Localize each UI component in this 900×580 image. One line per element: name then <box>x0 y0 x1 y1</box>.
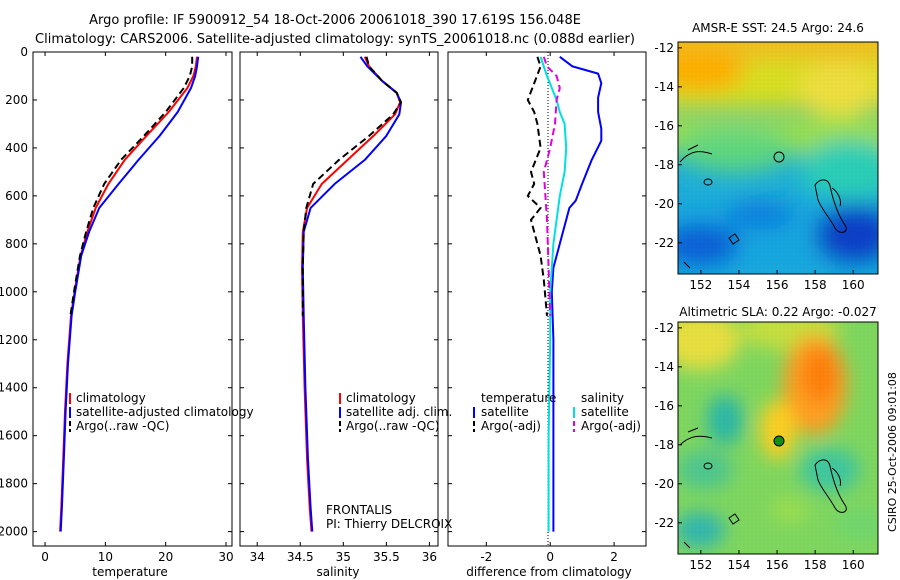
figure-title-line2: Climatology: CARS2006. Satellite-adjuste… <box>35 32 635 47</box>
map-x-tick-label: 158 <box>804 278 827 292</box>
legend-group-title-salinity: salinity <box>581 391 624 405</box>
map-x-tick-label: 154 <box>727 558 750 572</box>
salinity-panel <box>239 51 439 547</box>
map-y-tick-label: -22 <box>654 516 674 530</box>
map-x-tick-label: 160 <box>842 278 865 292</box>
legend-label-argo: Argo(..raw -QC) <box>76 419 169 433</box>
map-y-tick-label: -20 <box>654 477 674 491</box>
x-tick-label: 36 <box>422 550 437 564</box>
sla-heatmap <box>678 322 878 554</box>
legend-label-temp-satellite: satellite <box>481 405 529 419</box>
y-tick-label: 1200 <box>0 333 28 347</box>
y-tick-label: 1400 <box>0 381 28 395</box>
legend-label-temp-argo: Argo(-adj) <box>481 419 541 433</box>
coastline-contour <box>679 427 847 549</box>
map-x-tick-label: 160 <box>842 558 865 572</box>
series-line-temperature-satellite <box>550 56 603 532</box>
series-line-salinity-satellite <box>539 56 568 532</box>
y-tick-label: 0 <box>20 45 28 59</box>
map-x-tick-label: 156 <box>766 558 789 572</box>
y-tick-label: 1000 <box>0 285 28 299</box>
difference-legend: temperature satellite Argo(-adj) salinit… <box>473 391 641 433</box>
x-tick-label: 0 <box>546 550 554 564</box>
series-line-argo-raw-qc- <box>301 56 402 316</box>
sst-map-title: AMSR-E SST: 24.5 Argo: 24.6 <box>692 21 864 35</box>
map-y-tick-label: -16 <box>654 399 674 413</box>
sla-map: Altimetric SLA: 0.22 Argo: -0.027 152 154 <box>654 305 879 572</box>
x-tick-label: 20 <box>158 550 173 564</box>
temperature-panel <box>32 51 233 547</box>
legend-label-sal-argo: Argo(-adj) <box>581 419 641 433</box>
salinity-xlabel: salinity <box>316 565 359 579</box>
map-y-tick-label: -14 <box>654 80 674 94</box>
temperature-legend: climatology satellite-adjusted climatolo… <box>69 391 254 433</box>
x-tick-label: -2 <box>480 550 492 564</box>
legend-label-argo: Argo(..raw -QC) <box>346 419 439 433</box>
coastline-contour <box>679 144 847 269</box>
sst-heatmap <box>678 42 878 274</box>
legend-label-climatology: climatology <box>76 391 146 405</box>
x-tick-label: 2 <box>610 550 618 564</box>
legend-label-satellite: satellite adj. clim. <box>346 405 452 419</box>
y-tick-label: 1600 <box>0 429 28 443</box>
map-y-tick-label: -12 <box>654 321 674 335</box>
x-tick-label: 30 <box>218 550 233 564</box>
figure-title-line1: Argo profile: IF 5900912_54 18-Oct-2006 … <box>89 13 581 28</box>
y-tick-label: 800 <box>5 237 28 251</box>
temperature-axes-frame <box>32 51 233 547</box>
map-y-tick-label: -12 <box>654 41 674 55</box>
x-tick-label: 35.5 <box>373 550 400 564</box>
sla-map-title: Altimetric SLA: 0.22 Argo: -0.027 <box>679 305 876 319</box>
difference-xlabel: difference from climatology <box>466 565 632 579</box>
frontalis-label: FRONTALIS <box>326 503 392 517</box>
map-y-tick-label: -22 <box>654 236 674 250</box>
map-x-tick-label: 154 <box>727 278 750 292</box>
map-y-tick-label: -16 <box>654 119 674 133</box>
legend-label-climatology: climatology <box>346 391 416 405</box>
sla-map-frame <box>677 321 879 555</box>
argo-position-marker <box>773 435 785 447</box>
series-line-argo-raw-qc- <box>69 56 194 316</box>
x-tick-label: 34.5 <box>287 550 314 564</box>
argo-position-marker <box>773 151 785 163</box>
x-tick-label: 0 <box>41 550 49 564</box>
sst-map: AMSR-E SST: 24.5 Argo: 24.6 152 154 156 158 <box>654 21 879 292</box>
x-tick-label: 10 <box>98 550 113 564</box>
series-line-salinity-argo-adj- <box>542 56 561 316</box>
x-tick-label: 35 <box>336 550 351 564</box>
y-tick-label: 1800 <box>0 477 28 491</box>
map-y-tick-label: -20 <box>654 197 674 211</box>
difference-axes-frame <box>447 51 647 547</box>
difference-panel <box>447 51 647 547</box>
y-tick-label: 400 <box>5 141 28 155</box>
series-line-temperature-argo-adj- <box>526 56 548 316</box>
y-tick-label: 600 <box>5 189 28 203</box>
pi-label: PI: Thierry DELCROIX <box>326 517 452 531</box>
sst-map-frame <box>677 41 879 275</box>
y-tick-label: 200 <box>5 93 28 107</box>
map-y-tick-label: -18 <box>654 158 674 172</box>
legend-group-title-temperature: temperature <box>481 391 556 405</box>
map-x-tick-label: 152 <box>689 278 712 292</box>
y-tick-label: 2000 <box>0 525 28 539</box>
map-x-tick-label: 158 <box>804 558 827 572</box>
csiro-timestamp: CSIRO 25-Oct-2006 09:01:08 <box>886 372 899 532</box>
salinity-axes-frame <box>239 51 439 547</box>
map-x-tick-label: 152 <box>689 558 712 572</box>
salinity-legend: climatology satellite adj. clim. Argo(..… <box>339 391 452 433</box>
legend-label-sal-satellite: satellite <box>581 405 629 419</box>
temperature-xlabel: temperature <box>92 565 167 579</box>
map-y-tick-label: -14 <box>654 360 674 374</box>
x-tick-label: 34 <box>250 550 265 564</box>
legend-label-satellite: satellite-adjusted climatology <box>76 405 254 419</box>
map-y-tick-label: -18 <box>654 438 674 452</box>
series-line-satellite-adj-clim- <box>301 56 402 532</box>
series-line-satellite-adjusted-climatology <box>59 56 200 532</box>
map-x-tick-label: 156 <box>766 278 789 292</box>
